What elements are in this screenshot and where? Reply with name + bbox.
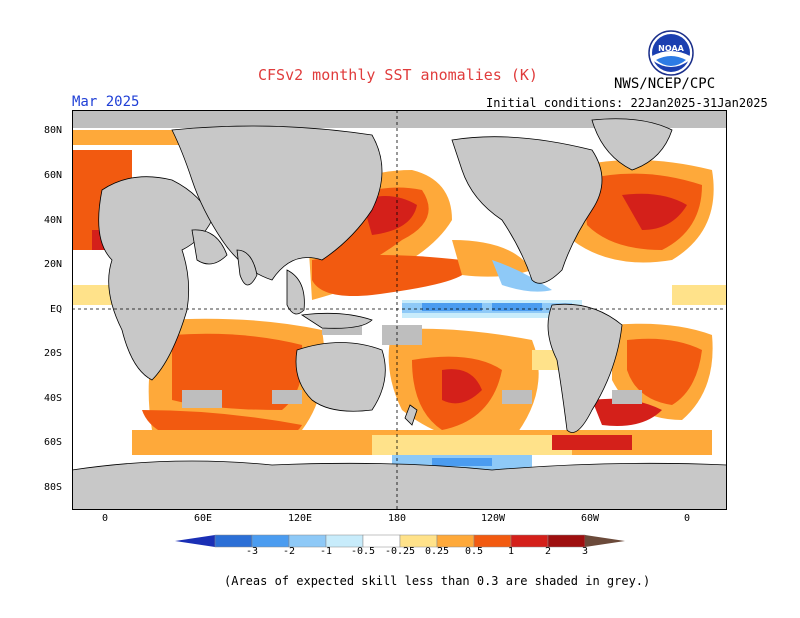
colorbar-cell (547, 534, 586, 548)
colorbar-high-arrow (585, 535, 625, 547)
colorbar-low-arrow (175, 535, 215, 547)
lat-label: 60S (44, 437, 63, 448)
land (72, 118, 727, 510)
sst-anomaly-map (72, 110, 727, 510)
lat-label: 60N (44, 170, 63, 181)
lon-label: 180 (387, 513, 407, 524)
colorbar-label: 2 (544, 546, 552, 557)
colorbar-label: -1 (319, 546, 333, 557)
lon-label: 60W (580, 513, 600, 524)
map-frame (72, 110, 727, 510)
forecast-month: Mar 2025 (72, 94, 140, 110)
lon-label: 60E (193, 513, 213, 524)
lat-label: 40S (44, 393, 63, 404)
lat-label: 20S (44, 348, 63, 359)
skill-note: (Areas of expected skill less than 0.3 a… (224, 574, 651, 588)
initial-conditions: Initial conditions: 22Jan2025-31Jan2025 (486, 96, 768, 110)
lon-label: 0 (683, 513, 691, 524)
lon-label: 120W (480, 513, 506, 524)
lon-label: 0 (101, 513, 109, 524)
map-title: CFSv2 monthly SST anomalies (K) (258, 66, 538, 84)
colorbar-label: -2 (282, 546, 296, 557)
lat-label: 40N (44, 215, 63, 226)
colorbar-label: 1 (507, 546, 515, 557)
colorbar-label: -0.5 (350, 546, 376, 557)
lat-label: 80N (44, 125, 63, 136)
colorbar (175, 534, 625, 548)
colorbar-cell (510, 534, 549, 548)
colorbar-label: 0.5 (464, 546, 484, 557)
colorbar-label: 3 (581, 546, 589, 557)
colorbar-label: 0.25 (424, 546, 450, 557)
colorbar-label: -3 (245, 546, 259, 557)
colorbar-label: -0.25 (384, 546, 416, 557)
agency-label: NWS/NCEP/CPC (614, 76, 716, 92)
lat-label: 20N (44, 259, 63, 270)
lat-label: EQ (50, 304, 63, 315)
noaa-logo: NOAA (648, 30, 694, 76)
lat-label: 80S (44, 482, 63, 493)
lon-label: 120E (287, 513, 313, 524)
svg-text:NOAA: NOAA (658, 44, 684, 53)
